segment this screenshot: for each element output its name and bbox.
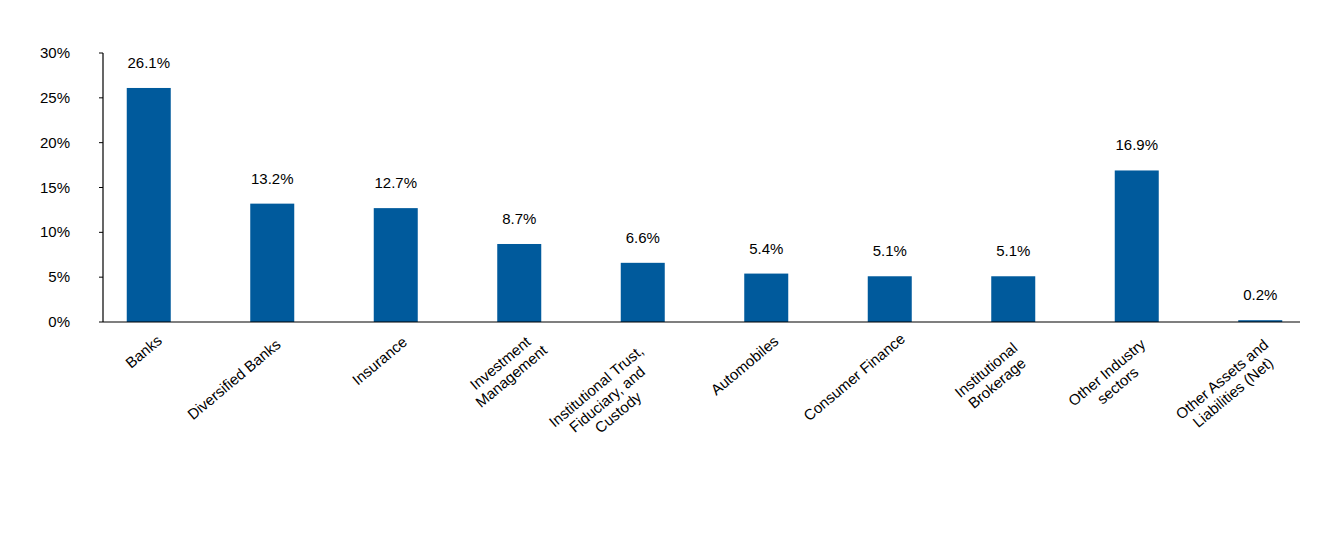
category-label: Automobiles [707,332,781,398]
bar [621,263,665,322]
category-label: Consumer Finance [800,330,908,424]
category-label: InvestmentManagement [461,328,551,411]
category-label: Insurance [349,333,410,388]
data-label: 16.9% [1115,136,1158,153]
bar [991,276,1035,322]
data-label: 5.1% [996,242,1030,259]
data-label: 0.2% [1243,286,1277,303]
tick-label: 15% [40,179,70,196]
bar [497,244,541,322]
bar [374,208,418,322]
data-label: 26.1% [127,54,170,71]
y-axis [102,53,103,322]
x-axis [103,321,1300,322]
category-label: Other Industrysectors [1065,335,1160,422]
data-label: 13.2% [251,170,294,187]
tick-label: 5% [48,268,70,285]
bar [744,274,788,322]
category-label: Diversified Banks [184,335,284,423]
tick-label: 30% [40,44,70,61]
category-label: Banks [122,331,165,371]
tick-label: 0% [48,313,70,330]
category-label: InstitutionalBrokerage [951,339,1031,414]
bar [250,204,294,322]
tick-label: 10% [40,223,70,240]
tick-label: 20% [40,134,70,151]
category-label: Other Assets andLiabilities (Net) [1172,336,1282,436]
bar [127,88,171,322]
data-label: 5.4% [749,240,783,257]
bar [1115,170,1159,322]
chart: 0% 5% 10% 15% 20% 25% 30% 26.1% 13.2% 12.7% 8.7% 6.… [0,0,1320,540]
data-label: 6.6% [626,229,660,246]
bar [868,276,912,322]
data-label: 12.7% [374,174,417,191]
data-label: 5.1% [873,242,907,259]
bars [127,88,1283,322]
data-label: 8.7% [502,210,536,227]
category-label: Institutional Trust,Fiduciary, andCustod… [546,342,669,457]
tick-label: 25% [40,89,70,106]
